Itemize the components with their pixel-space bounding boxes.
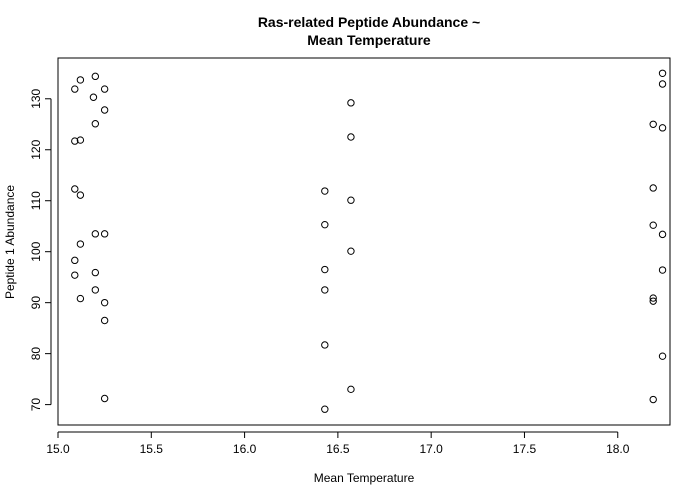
data-point xyxy=(321,286,329,294)
data-point xyxy=(100,85,109,93)
x-tick-label: 18.0 xyxy=(606,442,630,456)
x-tick-label: 16.0 xyxy=(233,442,257,456)
y-tick-label: 120 xyxy=(29,139,43,159)
data-point xyxy=(347,196,355,204)
plot-frame xyxy=(57,57,671,426)
y-axis-label: Peptide 1 Abundance xyxy=(3,185,17,299)
y-tick-label: 80 xyxy=(29,347,43,361)
chart-title-line-1: Ras-related Peptide Abundance ~ xyxy=(258,14,480,30)
y-tick-label: 90 xyxy=(29,296,43,310)
data-point xyxy=(76,191,85,199)
data-point xyxy=(658,230,667,239)
data-point xyxy=(100,394,109,403)
data-point xyxy=(91,230,100,238)
data-point xyxy=(321,341,329,349)
data-point xyxy=(649,297,657,305)
data-point xyxy=(100,230,109,238)
data-point xyxy=(658,80,667,88)
data-point xyxy=(100,106,109,114)
data-point xyxy=(91,286,100,294)
y-tick-label: 130 xyxy=(29,88,43,108)
x-tick-label: 16.5 xyxy=(326,442,350,456)
data-point xyxy=(76,136,85,144)
data-point xyxy=(91,268,100,277)
data-point xyxy=(89,93,98,101)
data-point xyxy=(347,385,355,394)
x-tick-label: 17.5 xyxy=(513,442,537,456)
data-point xyxy=(71,185,79,193)
x-axis: 15.0 15.5 16.0 16.5 17.0 17.5 18.0 xyxy=(46,431,630,456)
chart-title-line-2: Mean Temperature xyxy=(307,32,431,48)
data-point xyxy=(76,240,85,248)
data-point xyxy=(100,316,109,325)
x-tick-label: 15.5 xyxy=(140,442,164,456)
data-point xyxy=(347,247,355,255)
data-point xyxy=(649,395,657,404)
data-point xyxy=(321,405,329,413)
data-point xyxy=(658,266,667,274)
x-tick-label: 17.0 xyxy=(419,442,443,456)
y-axis: 70 80 90 100 110 120 130 xyxy=(29,88,52,412)
data-point xyxy=(71,271,79,279)
y-tick-label: 110 xyxy=(29,191,43,210)
data-point xyxy=(71,85,79,93)
data-point xyxy=(649,120,657,128)
y-tick-label: 70 xyxy=(29,398,43,412)
data-point xyxy=(658,124,667,132)
data-point xyxy=(71,256,79,265)
data-point xyxy=(71,137,79,145)
data-point xyxy=(76,76,85,84)
data-point xyxy=(658,352,667,360)
data-point xyxy=(76,294,85,303)
data-point xyxy=(649,184,657,192)
x-axis-label: Mean Temperature xyxy=(314,471,415,485)
x-tick-label: 15.0 xyxy=(46,442,70,456)
data-point xyxy=(347,99,355,107)
data-point xyxy=(91,72,100,81)
data-point xyxy=(649,294,657,302)
data-point xyxy=(347,133,355,141)
data-point xyxy=(321,187,329,195)
data-point xyxy=(91,120,100,128)
data-point xyxy=(100,298,109,307)
data-point xyxy=(321,265,329,274)
y-tick-label: 100 xyxy=(29,241,43,261)
data-point xyxy=(658,69,667,77)
data-point xyxy=(321,220,329,229)
data-point xyxy=(649,221,657,229)
data-points xyxy=(71,69,667,413)
